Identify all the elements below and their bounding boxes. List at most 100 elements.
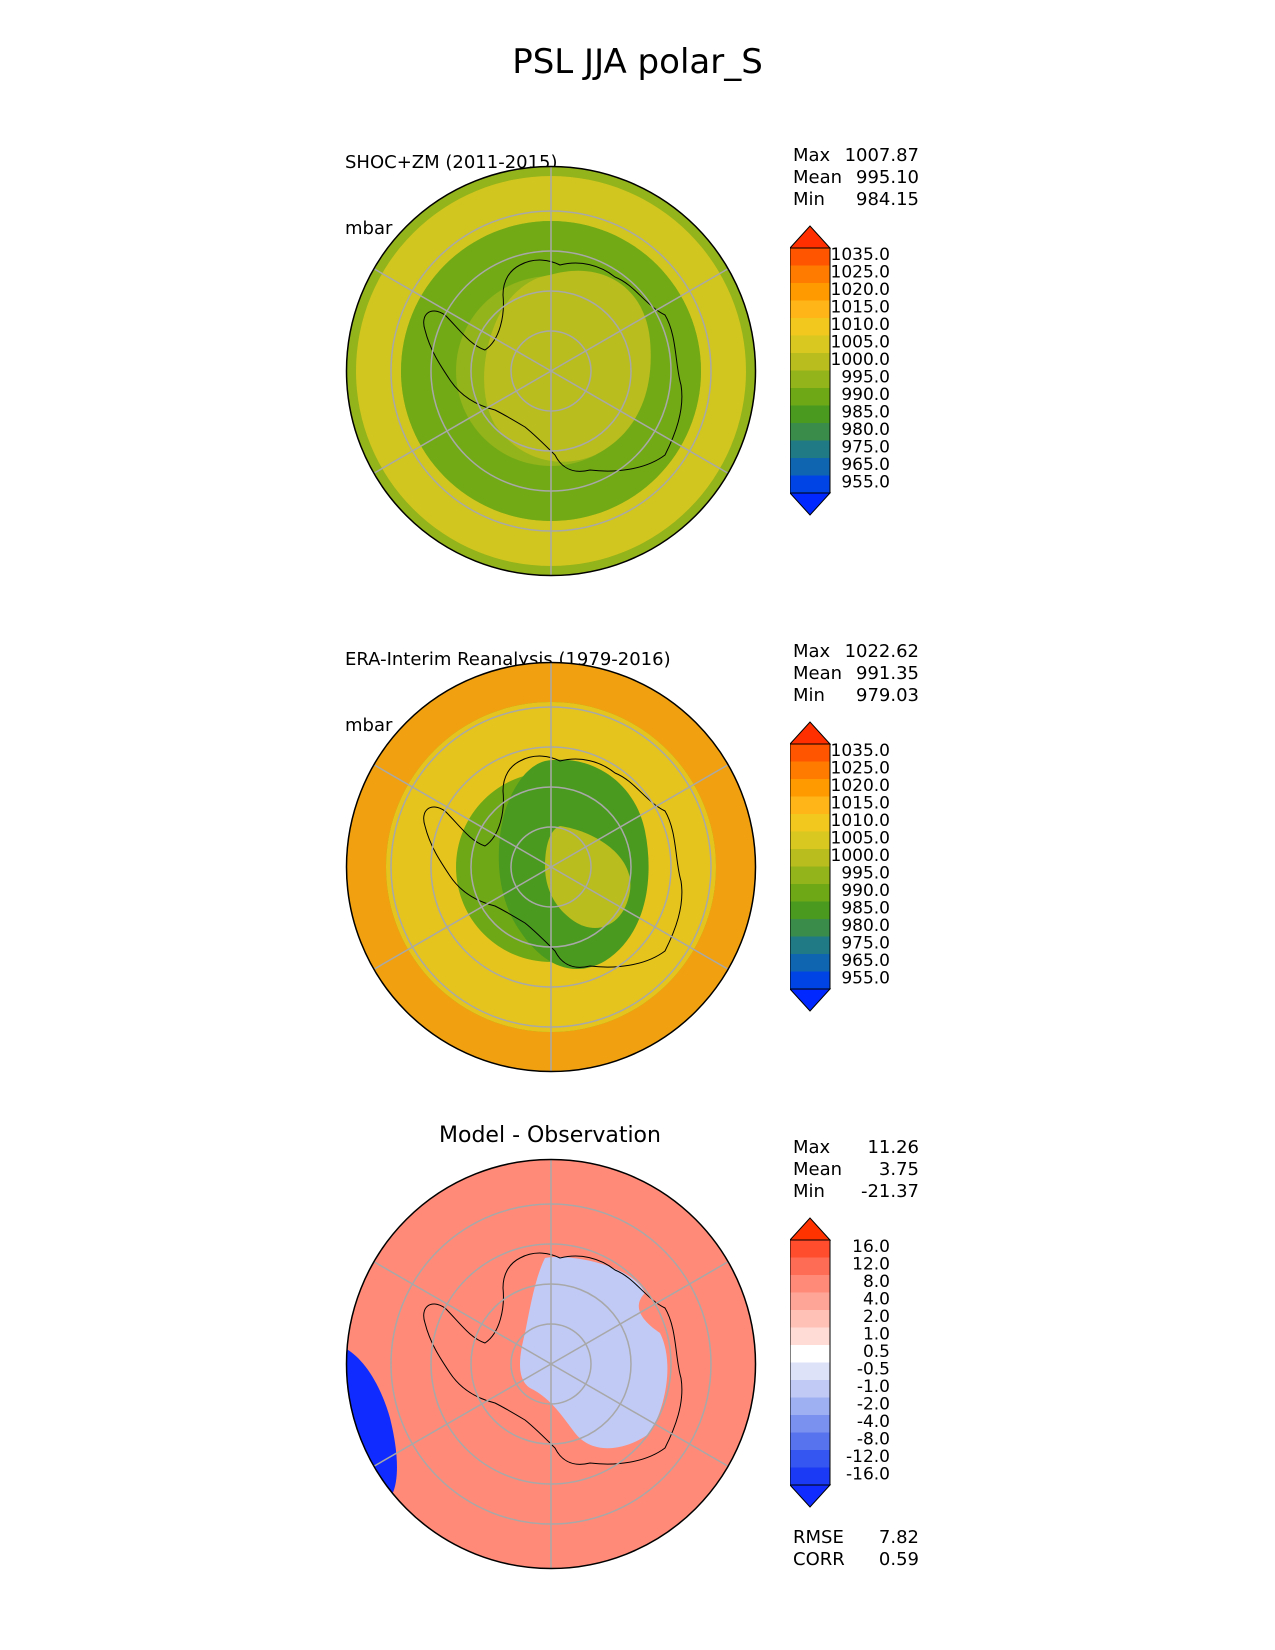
panel1-coastline — [423, 259, 683, 472]
panel3-colorbar-segment-12 — [790, 1432, 830, 1451]
panel3-colorbar-segment-1 — [790, 1240, 830, 1258]
panel2-colorbar-outline — [790, 743, 831, 990]
panel3-colorbar-tick-label: 12.0 — [852, 1255, 890, 1275]
panel3-colorbar-segment-6 — [790, 1327, 830, 1346]
panel3-colorbar-tick-label: -2.0 — [857, 1395, 890, 1415]
panel1-meridian-5 — [373, 370, 552, 475]
panel3-stat-max-label: Max — [793, 1137, 831, 1158]
panel2-colorbar-tick-label: 965.0 — [841, 951, 890, 971]
rmse-value: 7.82 — [878, 1527, 919, 1548]
panel3-colorbar-segment-8 — [790, 1362, 830, 1381]
panel2-colorbar-tick-label: 1010.0 — [831, 811, 890, 831]
panel3-map-border — [345, 1158, 757, 1570]
panel2-stat-max-label: Max — [793, 641, 831, 662]
panel1-colorbar-segment-14 — [790, 475, 830, 494]
panel3-colorbar-tick-label: -1.0 — [857, 1377, 890, 1397]
panel1-stat-mean-label: Mean — [793, 167, 843, 188]
panel2-stat-mean-label: Mean — [793, 663, 843, 684]
panel1-stat-mean-value: 995.10 — [856, 167, 919, 188]
panel2-colorbar-tick-label: 1000.0 — [831, 846, 890, 866]
panel2-units: mbar — [345, 715, 393, 736]
panel2-colorbar-tick-label: 1015.0 — [831, 794, 890, 814]
panel2-meridian-2 — [550, 763, 729, 868]
panel2-stat-min-label: Min — [793, 685, 825, 706]
panel2-colorbar-tick-label: 975.0 — [841, 934, 890, 954]
panel3-region-antarctic-interior — [346, 1348, 397, 1503]
panel1-stat-min-label: Min — [793, 189, 825, 210]
panel3-region-pacific-sector — [520, 1257, 668, 1449]
panel1-units: mbar — [345, 218, 393, 239]
panel1-colorbar-tick-label: 1035.0 — [831, 245, 890, 265]
panel1-meridian-6 — [373, 267, 552, 372]
panel3-colorbar-tick-label: -0.5 — [857, 1360, 890, 1380]
panel1-colorbar-segment-4 — [790, 300, 830, 319]
panel3-colorbar-tick-label: 8.0 — [863, 1272, 890, 1292]
panel1-colorbar-segment-2 — [790, 265, 830, 284]
panel2-meridian-3 — [550, 866, 729, 971]
panel2-colorbar-segment-12 — [790, 936, 830, 955]
panel2-colorbar-segment-7 — [790, 849, 830, 867]
panel2-colorbar-segment-6 — [790, 831, 830, 850]
panel1-colorbar-segment-10 — [790, 405, 830, 424]
panel3-colorbar-extend-max — [790, 1217, 832, 1241]
panel1-colorbar-tick-label: 985.0 — [841, 403, 890, 423]
panel2-colorbar-tick-label: 990.0 — [841, 881, 890, 901]
panel3-colorbar-tick-label: 1.0 — [863, 1325, 890, 1345]
panel1-map-border — [345, 165, 757, 577]
panel3-colorbar-tick-label: -8.0 — [857, 1430, 890, 1450]
panel2-colorbar-tick-label: 1005.0 — [831, 829, 890, 849]
panel3-coastline — [423, 1252, 683, 1465]
panel3-colorbar-segment-9 — [790, 1380, 830, 1398]
panel1-colorbar-segment-5 — [790, 318, 830, 336]
panel3-stat-max-value: 11.26 — [867, 1137, 919, 1158]
panel2-colorbar-tick-label: 1025.0 — [831, 759, 890, 779]
panel2-colorbar-segment-13 — [790, 954, 830, 972]
panel3-meridian-3 — [550, 1363, 729, 1468]
panel2-stats: Max 1022.62 Mean 991.35 Min 979.03 — [793, 641, 919, 707]
panel1-colorbar-tick-label: 955.0 — [841, 473, 890, 493]
corr-label: CORR — [793, 1549, 845, 1570]
panel3-meridian-2 — [550, 1260, 729, 1365]
panel1-colorbar-tick-label: 975.0 — [841, 438, 890, 458]
panel1-meridian-2 — [550, 267, 729, 372]
panel2-colorbar-segment-1 — [790, 744, 830, 762]
panel2-stat-max-value: 1022.62 — [844, 641, 919, 662]
panel1-colorbar-segment-8 — [790, 370, 830, 389]
panel2-meridian-5 — [373, 866, 552, 971]
panel2-colorbar-segment-10 — [790, 901, 830, 920]
panel3-colorbar-segment-11 — [790, 1415, 830, 1433]
panel2-colorbar-segment-4 — [790, 796, 830, 815]
panel3-colorbar-tick-label: -16.0 — [846, 1465, 890, 1485]
panel3-colorbar-segment-5 — [790, 1310, 830, 1328]
panel3-title: Model - Observation — [439, 1123, 661, 1148]
panel1-colorbar-segment-6 — [790, 335, 830, 354]
panel3-colorbar-segment-13 — [790, 1450, 830, 1468]
rmse-label: RMSE — [793, 1527, 844, 1548]
panel1-colorbar-segment-7 — [790, 353, 830, 371]
panel1-colorbar-extend-max — [790, 225, 832, 249]
panel1-colorbar: 1035.01025.01020.01015.01010.01005.01000… — [790, 225, 890, 516]
panel2-stat-mean-value: 991.35 — [856, 663, 919, 684]
panel3-colorbar-outline — [790, 1239, 831, 1486]
panel3-colorbar-segment-14 — [790, 1467, 830, 1486]
panel2-colorbar-tick-label: 995.0 — [841, 864, 890, 884]
panel3-stat-min-label: Min — [793, 1181, 825, 1202]
panel1-colorbar-segment-3 — [790, 283, 830, 301]
panel2-meridian-6 — [373, 763, 552, 868]
panel1-colorbar-tick-label: 965.0 — [841, 455, 890, 475]
panel3-colorbar-tick-label: -12.0 — [846, 1447, 890, 1467]
panel2-map-border — [345, 661, 757, 1073]
panel3-stat-mean-value: 3.75 — [878, 1159, 919, 1180]
panel2-colorbar-tick-label: 985.0 — [841, 899, 890, 919]
panel1-colorbar-segment-9 — [790, 388, 830, 406]
panel2-colorbar-tick-label: 955.0 — [841, 969, 890, 989]
panel1-colorbar-tick-label: 995.0 — [841, 368, 890, 388]
panel1-colorbar-tick-label: 1000.0 — [831, 350, 890, 370]
panel1-colorbar-outline — [790, 247, 831, 494]
panel3-colorbar: 16.012.08.04.02.01.00.5-0.5-1.0-2.0-4.0-… — [790, 1217, 890, 1508]
panel1-colorbar-segment-12 — [790, 440, 830, 459]
panel1-region-outer-ring — [484, 270, 651, 462]
panel3-field — [346, 1159, 756, 1569]
panel1-field — [346, 166, 756, 576]
panel2-colorbar-tick-label: 1020.0 — [831, 776, 890, 796]
